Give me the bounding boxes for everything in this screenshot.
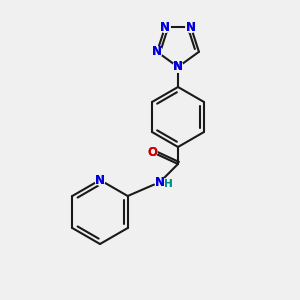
Text: N: N: [160, 21, 170, 34]
Circle shape: [186, 22, 196, 32]
Circle shape: [147, 147, 157, 157]
Text: O: O: [147, 146, 157, 158]
Circle shape: [95, 175, 105, 185]
Text: N: N: [95, 173, 105, 187]
Circle shape: [160, 22, 170, 32]
Circle shape: [152, 47, 162, 57]
Text: N: N: [173, 61, 183, 74]
Circle shape: [95, 175, 105, 185]
Text: H: H: [164, 179, 172, 189]
Text: N: N: [186, 21, 196, 34]
Text: N: N: [186, 21, 196, 34]
Text: H: H: [164, 179, 172, 189]
Circle shape: [173, 62, 183, 72]
Text: N: N: [155, 176, 165, 188]
Text: N: N: [152, 45, 162, 58]
Circle shape: [160, 22, 170, 32]
Circle shape: [155, 177, 165, 187]
Text: O: O: [147, 146, 157, 158]
Text: N: N: [173, 61, 183, 74]
Text: N: N: [155, 176, 165, 188]
Circle shape: [173, 62, 183, 72]
Circle shape: [147, 147, 157, 157]
Text: N: N: [173, 61, 183, 74]
Circle shape: [155, 177, 165, 187]
Text: N: N: [160, 21, 170, 34]
Text: N: N: [152, 45, 162, 58]
Circle shape: [186, 22, 196, 32]
Text: N: N: [95, 173, 105, 187]
Circle shape: [152, 47, 162, 57]
Circle shape: [173, 62, 183, 72]
